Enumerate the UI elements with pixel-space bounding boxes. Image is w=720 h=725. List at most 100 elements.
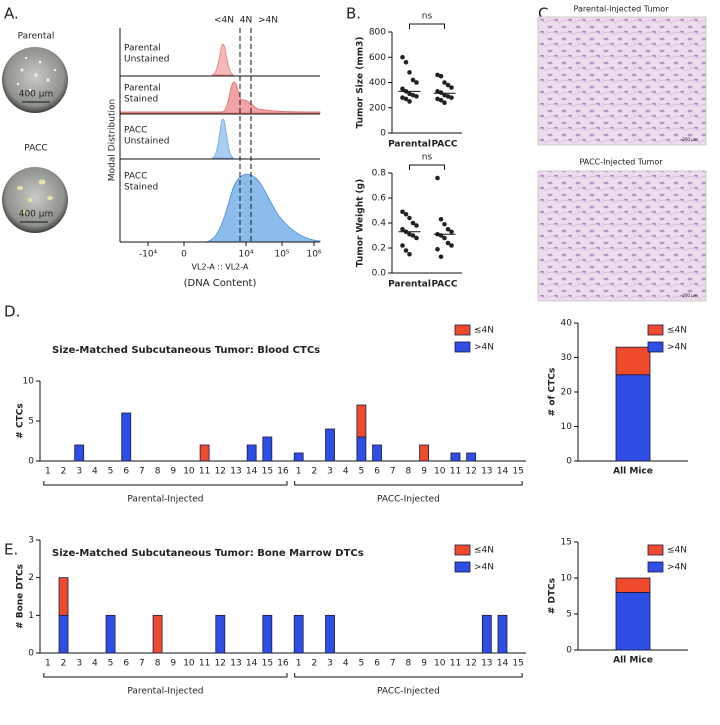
y-axis-label: Modal Distribution (108, 99, 118, 181)
scale-label: 200 µm (682, 293, 697, 298)
y-tick-label: 1 (28, 611, 34, 621)
x-tick-label: 4 (343, 467, 349, 477)
cells (16, 56, 57, 92)
row-label: Stained (124, 183, 158, 193)
bar-segment (262, 614, 273, 654)
scale-label: 400 µm (19, 210, 54, 220)
row-label: PACC (124, 172, 147, 182)
x-tick-label: 11 (450, 659, 461, 669)
x-tick-label: 8 (406, 659, 412, 669)
y-tick-label: 0.4 (372, 219, 387, 229)
x-tick-label: 13 (230, 659, 241, 669)
y-axis-label: # CTCs (16, 403, 26, 438)
x-tick-label: -10⁴ (139, 250, 158, 260)
x-tick-label: 9 (170, 659, 176, 669)
x-tick-label: 2 (311, 659, 317, 669)
x-tick-label: 3 (76, 659, 82, 669)
x-tick-label: Parental (388, 280, 431, 290)
bar-segment (121, 412, 132, 462)
x-tick-label: 10 (183, 467, 195, 477)
bar-segment (497, 614, 508, 654)
x-tick-label: 2 (61, 659, 67, 669)
y-axis-label: # DTCs (548, 578, 558, 614)
group-label: PACC-Injected (377, 687, 440, 697)
legend-swatch (647, 561, 664, 573)
x-tick-label: All Mice (613, 467, 653, 477)
dot (407, 231, 412, 237)
x-tick-label: 7 (139, 659, 145, 669)
legend-label: ≤4N (667, 546, 687, 556)
x-tick-label: 16 (277, 467, 289, 477)
y-tick-label: 40 (561, 319, 573, 329)
y-tick-label: 0.6 (372, 194, 387, 204)
dot (414, 235, 419, 241)
x-tick-label: PACC (432, 280, 458, 290)
chart-title: Size-Matched Subcutaneous Tumor: Blood C… (52, 345, 320, 356)
dot (435, 89, 440, 94)
panel-label: A. (4, 5, 19, 23)
dot (438, 73, 444, 79)
histology-image (537, 16, 707, 146)
legend-label: >4N (474, 343, 494, 353)
x-ticks (147, 242, 315, 246)
micrograph-label: Parental (18, 32, 55, 42)
row-label: Parental (124, 44, 161, 54)
x-tick-label: 11 (450, 467, 461, 477)
row-label: PACC (124, 126, 147, 136)
x-tick-label: 12 (215, 467, 226, 477)
x-tick-label: 14 (497, 659, 509, 669)
legend-label: >4N (667, 563, 687, 573)
bar-segment (74, 444, 85, 462)
group-label: Parental-Injected (127, 687, 203, 697)
x-tick-label: 8 (155, 467, 161, 477)
x-tick-label: 8 (155, 659, 161, 669)
y-tick-label: 20 (561, 388, 573, 398)
panel-label: E. (4, 541, 18, 559)
legend-label: >4N (474, 563, 494, 573)
dot (438, 216, 444, 222)
group-bracket (294, 481, 523, 486)
legend-swatch (454, 561, 471, 573)
bar-segment (246, 444, 257, 462)
x-tick-label: 10 (434, 659, 446, 669)
x-tick-label: 15 (512, 659, 523, 669)
y-tick-label: 200 (369, 103, 386, 113)
x-tick-label: 11 (199, 467, 210, 477)
x-tick-label: 13 (481, 467, 492, 477)
dot (449, 95, 454, 100)
x-tick-label: 3 (327, 659, 333, 669)
x-tick-label: 5 (359, 467, 365, 477)
dot (400, 209, 405, 215)
dot (438, 97, 444, 103)
bar-segment (419, 444, 429, 462)
y-tick-label: 0 (28, 457, 34, 467)
bar-segment (615, 577, 651, 593)
dot (435, 72, 440, 78)
x-tick-label: 5 (108, 467, 114, 477)
micrograph (2, 167, 68, 233)
x-tick-label: PACC (432, 140, 458, 150)
dot (445, 94, 451, 99)
x-tick-label: 2 (61, 467, 67, 477)
x-tick-label: 10⁶ (306, 250, 321, 260)
dot (400, 86, 405, 92)
dot (407, 99, 412, 104)
dot (442, 235, 447, 241)
dot (403, 211, 409, 217)
x-tick-label: 7 (139, 467, 145, 477)
image-title: Parental-Injected Tumor (574, 5, 670, 14)
x-tick-label: 15 (262, 467, 273, 477)
row-label: Parental (124, 84, 161, 94)
dot (403, 60, 409, 65)
x-tick-label: 10 (183, 659, 195, 669)
y-tick-label: 0 (380, 129, 386, 139)
y-tick-label: 400 (369, 78, 386, 88)
x-tick-label: 9 (421, 467, 427, 477)
bar-segment (615, 592, 651, 651)
x-tick-label: 1 (45, 659, 51, 669)
dot (442, 100, 447, 105)
y-tick-label: 3 (28, 536, 34, 546)
x-tick-label: 6 (374, 659, 380, 669)
y-tick-label: 0 (28, 649, 34, 659)
